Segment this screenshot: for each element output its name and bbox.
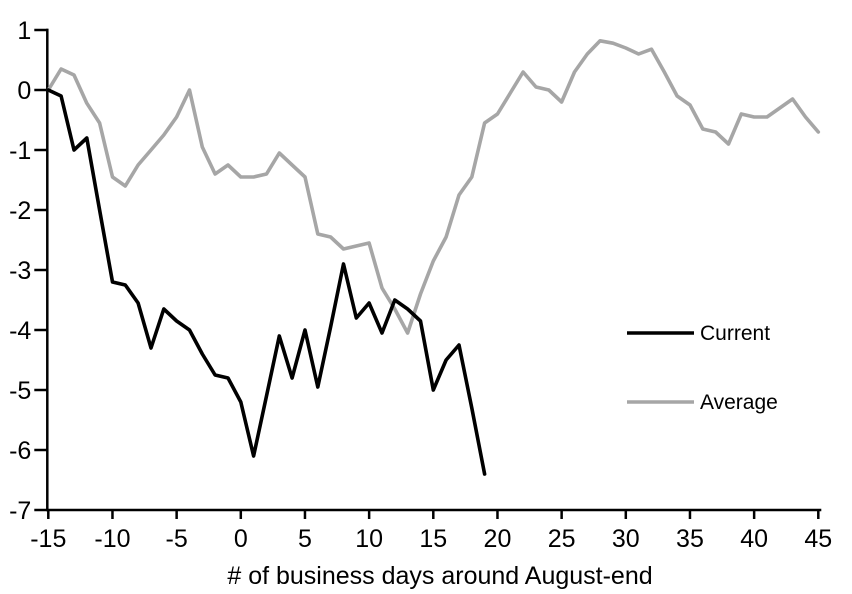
x-tick-label: 45 (804, 525, 832, 553)
x-tick-label: 25 (548, 525, 576, 553)
x-tick-label: 40 (740, 525, 768, 553)
y-tick-label: 0 (17, 77, 31, 105)
x-tick-label: 0 (234, 525, 248, 553)
x-tick-label: -5 (166, 525, 188, 553)
x-tick-label: 30 (612, 525, 640, 553)
y-tick-label: -2 (9, 197, 31, 225)
legend-average-label: Average (700, 391, 778, 414)
x-tick-label: -15 (30, 525, 66, 553)
legend: Current Average (627, 322, 778, 414)
series-lines (46, 38, 821, 476)
x-tick-label: 15 (419, 525, 447, 553)
y-tick-label: 1 (17, 17, 31, 45)
y-tick-label: -4 (9, 317, 31, 345)
legend-current-label: Current (700, 322, 770, 345)
x-tick-label: -10 (94, 525, 130, 553)
x-tick-label: 10 (355, 525, 383, 553)
x-tick-label: 35 (676, 525, 704, 553)
y-tick-label: -1 (9, 137, 31, 165)
y-tick-label: -5 (9, 377, 31, 405)
axes: -15 -10 -5 0 5 10 15 20 25 30 35 40 4510-1-2-3-4-5-6… (9, 17, 832, 553)
y-tick-label: -7 (9, 497, 31, 525)
x-tick-label: 5 (298, 525, 312, 553)
series-line-average (46, 38, 821, 335)
y-tick-label: -6 (9, 437, 31, 465)
x-tick-label: 20 (484, 525, 512, 553)
y-tick-label: -3 (9, 257, 31, 285)
series-line-current (46, 88, 487, 476)
x-axis-title: # of business days around August-end (227, 562, 652, 590)
